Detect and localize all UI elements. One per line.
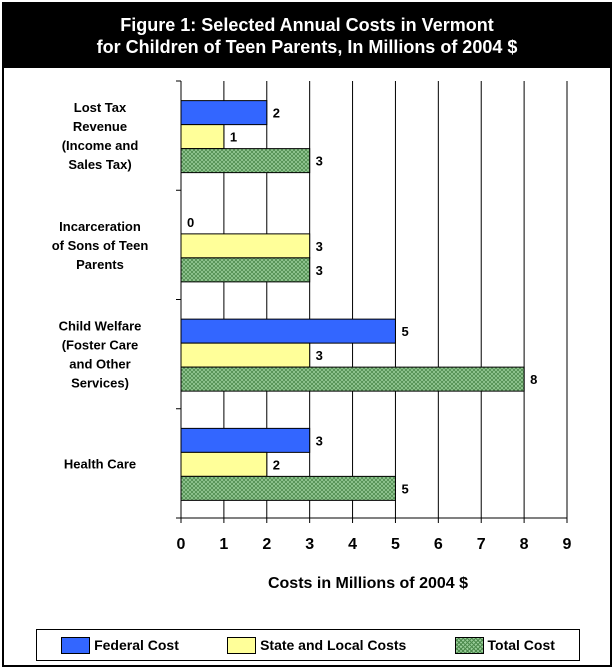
chart-title-bar: Figure 1: Selected Annual Costs in Vermo…: [4, 4, 610, 68]
bar-total: [180, 257, 311, 283]
data-label-total: 8: [530, 372, 537, 387]
category-label-line: Parents: [76, 257, 124, 272]
legend-item-state-local: State and Local Costs: [227, 636, 407, 654]
data-label-federal: 0: [187, 215, 194, 230]
chart-subtitle: for Children of Teen Parents, In Million…: [96, 37, 518, 57]
bar-chart: 0 1 2 3 4 5 6 7 8 9 Costs in Millions of 2004 $ 2 1 3…: [52, 80, 572, 592]
x-tick-label: 8: [520, 536, 529, 553]
x-tick-label: 2: [262, 536, 271, 553]
category-label-line: of Sons of Teen: [52, 238, 149, 253]
bar-state-local: [180, 342, 311, 368]
data-label-federal: 3: [316, 433, 323, 448]
category-label-line: Health Care: [64, 456, 136, 471]
data-label-total: 3: [316, 263, 323, 278]
bar-federal: [180, 100, 268, 126]
legend-swatch-state-local: [227, 636, 257, 654]
x-tick-label: 3: [305, 536, 314, 553]
data-label-total: 3: [316, 154, 323, 169]
category-label-line: Sales Tax): [68, 157, 131, 172]
x-tick-label: 1: [219, 536, 228, 553]
data-label-total: 5: [401, 481, 408, 496]
x-tick-label: 9: [563, 536, 572, 553]
bar-state-local: [180, 124, 225, 150]
category-label-line: and Other: [69, 357, 130, 372]
x-axis-title: Costs in Millions of 2004 $: [268, 575, 468, 592]
category-label-line: Incarceration: [59, 219, 141, 234]
bar-state-local: [180, 451, 268, 477]
bar-total: [180, 148, 311, 174]
category-label-line: Services): [71, 376, 129, 391]
category-label-line: (Income and: [62, 138, 139, 153]
x-tick-label: 4: [348, 536, 357, 553]
chart-title: Figure 1: Selected Annual Costs in Vermo…: [120, 15, 494, 35]
legend-swatch-total: [454, 636, 484, 654]
x-tick-label: 5: [391, 536, 400, 553]
data-label-federal: 5: [401, 324, 408, 339]
legend-swatch-federal: [61, 636, 91, 654]
legend-label-state-local: State and Local Costs: [260, 637, 407, 653]
category-label-line: Revenue: [73, 119, 127, 134]
category-label: Lost Tax Revenue (Income and Sales Tax): [62, 100, 139, 172]
data-label-state-local: 2: [273, 457, 280, 472]
bar-state-local: [180, 233, 311, 259]
bar-federal: [180, 318, 396, 344]
data-label-state-local: 3: [316, 239, 323, 254]
legend-item-federal: Federal Cost: [61, 636, 179, 654]
legend-item-total: Total Cost: [454, 636, 555, 654]
legend-label-total: Total Cost: [487, 637, 555, 653]
data-label-state-local: 1: [230, 130, 237, 145]
bar-total: [180, 475, 396, 501]
category-label-line: (Foster Care: [62, 338, 139, 353]
category-label: Health Care: [64, 456, 136, 471]
x-tick-label: 0: [177, 536, 186, 553]
category-label-line: Lost Tax: [74, 100, 127, 115]
chart-legend: Federal Cost State and Local Costs Total…: [36, 629, 580, 661]
x-tick-label: 6: [434, 536, 443, 553]
legend-label-federal: Federal Cost: [94, 637, 179, 653]
category-label-line: Child Welfare: [59, 319, 142, 334]
category-label: Child Welfare (Foster Care and Other Servic…: [59, 319, 142, 391]
data-label-federal: 2: [273, 106, 280, 121]
x-tick-label: 7: [477, 536, 486, 553]
bar-federal: [180, 427, 311, 453]
category-label: Incarceration of Sons of Teen Parents: [52, 219, 149, 272]
bar-total: [180, 366, 525, 392]
data-label-state-local: 3: [316, 348, 323, 363]
